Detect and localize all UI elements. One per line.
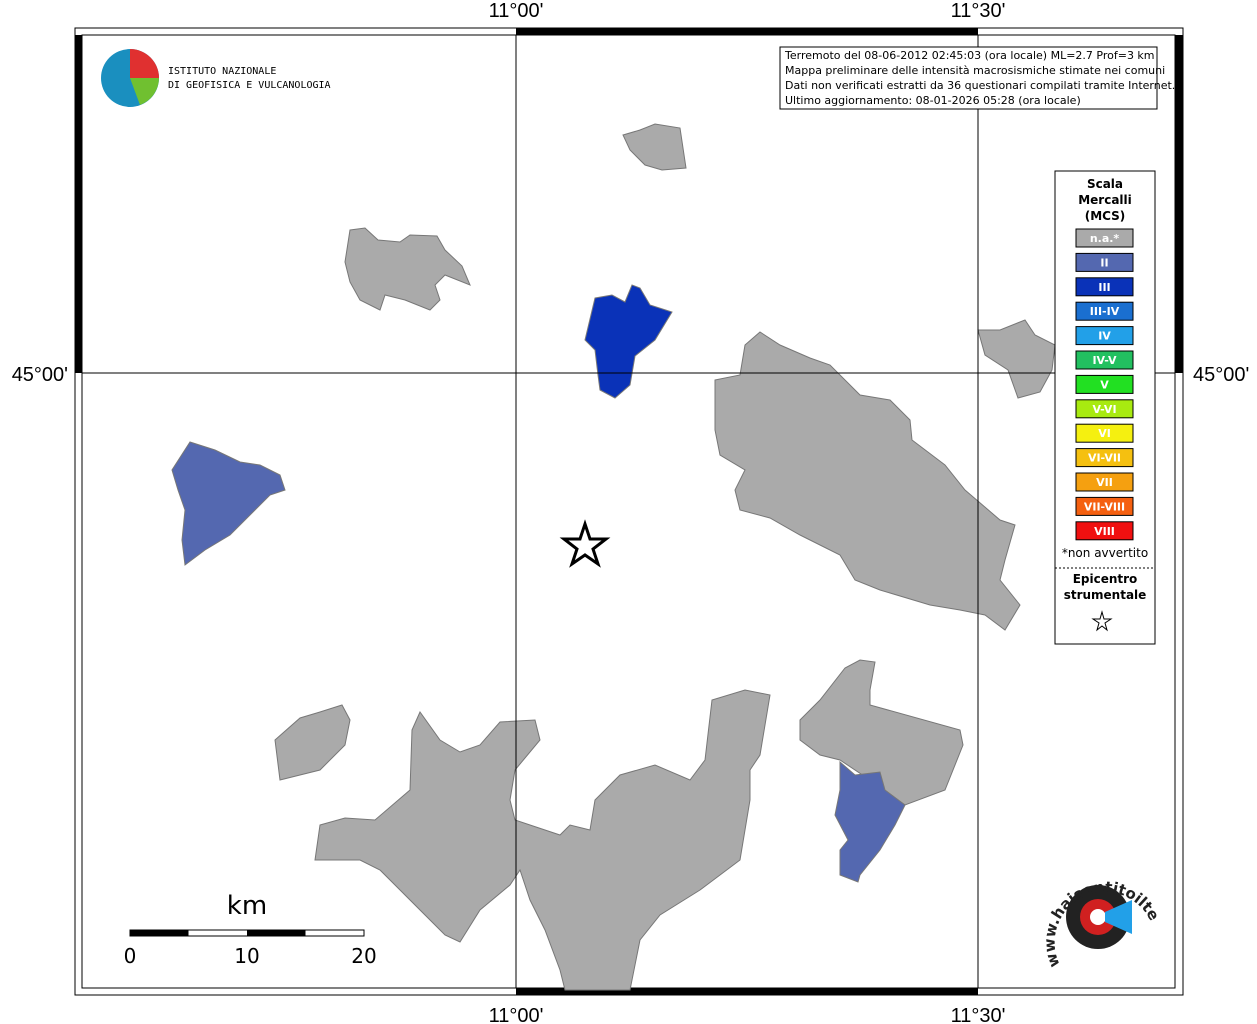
legend-label: IV-V: [1092, 354, 1117, 367]
scalebar-label: 10: [234, 944, 259, 968]
legend-label: V-VI: [1092, 403, 1116, 416]
epicentre: [559, 519, 611, 568]
legend-note: *non avvertito: [1062, 546, 1148, 560]
legend-swatch: [1075, 228, 1134, 248]
scalebar-unit: km: [227, 891, 267, 921]
scalebar-seg: [130, 930, 189, 936]
legend-swatch: [1075, 521, 1134, 541]
municipality: [834, 760, 906, 883]
municipality: [274, 704, 351, 781]
logo-text: DI GEOFISICA E VULCANOLOGIA: [168, 80, 331, 91]
lat-label: 45°00': [1193, 364, 1249, 386]
legend-label: II: [1100, 256, 1108, 269]
scalebar: km 0 10 20: [124, 891, 377, 968]
frame-segment: [516, 28, 978, 35]
logo-ring: [1090, 909, 1106, 925]
info-line: Dati non verificati estratti da 36 quest…: [785, 79, 1175, 92]
legend-label: VII: [1096, 476, 1113, 489]
legend-label: VI-VII: [1088, 452, 1121, 465]
info-line: Terremoto del 08-06-2012 02:45:03 (ora l…: [784, 49, 1155, 62]
legend-swatch: [1075, 350, 1134, 370]
legend-swatch: [1075, 448, 1134, 468]
ingv-logo: ISTITUTO NAZIONALE DI GEOFISICA E VULCAN…: [101, 49, 331, 107]
scalebar-label: 0: [124, 944, 137, 968]
municipality: [714, 331, 1021, 631]
legend-swatch: [1075, 496, 1134, 516]
municipality: [977, 319, 1056, 399]
municipality: [799, 659, 964, 806]
municipality: [584, 284, 673, 399]
legend-label: n.a.*: [1090, 232, 1120, 245]
lon-label: 11°00': [489, 0, 544, 22]
legend-swatch: [1075, 374, 1134, 394]
legend-label: VII-VIII: [1084, 500, 1125, 513]
municipality: [344, 227, 471, 311]
legend-swatch: [1075, 277, 1134, 297]
lon-label: 11°30': [951, 0, 1006, 22]
legend-label: V: [1100, 378, 1109, 391]
info-box: [779, 46, 1158, 110]
legend-label: III: [1098, 281, 1110, 294]
lon-label: 11°00': [489, 1005, 544, 1024]
scalebar-seg: [247, 930, 306, 936]
legend-epicentre: Epicentro: [1073, 572, 1138, 586]
legend-swatch: [1075, 326, 1134, 346]
municipality: [171, 441, 286, 566]
legend-title: Scala: [1087, 177, 1123, 191]
legend-label: III-IV: [1090, 305, 1120, 318]
legend-swatch: [1075, 472, 1134, 492]
municipality: [622, 123, 687, 171]
legend: ScalaMercalli(MCS)n.a.*IIIIIIII-IVIVIV-V…: [1075, 177, 1134, 541]
legend-label: VIII: [1094, 525, 1115, 538]
legend-swatch: [1075, 301, 1134, 321]
legend-swatch: [1075, 252, 1134, 272]
legend-swatch: [1075, 399, 1134, 419]
legend-epicentre: strumentale: [1064, 588, 1147, 602]
frame-segment: [1175, 35, 1183, 373]
legend-label: VI: [1098, 427, 1111, 440]
lat-label: 45°00': [12, 364, 68, 386]
info-line: Mappa preliminare delle intensità macros…: [785, 64, 1165, 77]
legend-label: IV: [1098, 330, 1111, 343]
logo-horn: [1105, 900, 1132, 934]
logo-globe-part: [130, 78, 159, 105]
logo-globe-part: [130, 49, 159, 78]
municipality: [314, 689, 771, 991]
legend-title: (MCS): [1085, 209, 1126, 223]
info: Terremoto del 08-06-2012 02:45:03 (ora l…: [784, 49, 1175, 107]
legend-title: Mercalli: [1078, 193, 1132, 207]
logo-text: ISTITUTO NAZIONALE: [168, 66, 276, 77]
scalebar-label: 20: [351, 944, 376, 968]
frame-segment: [516, 988, 978, 995]
frame-segment: [75, 35, 82, 373]
info-line: Ultimo aggiornamento: 08-01-2026 05:28 (…: [785, 94, 1081, 107]
municipalities: [171, 123, 1056, 991]
legend-swatch: [1075, 423, 1134, 443]
lon-label: 11°30': [951, 1005, 1006, 1024]
legend-star: [1091, 610, 1113, 632]
